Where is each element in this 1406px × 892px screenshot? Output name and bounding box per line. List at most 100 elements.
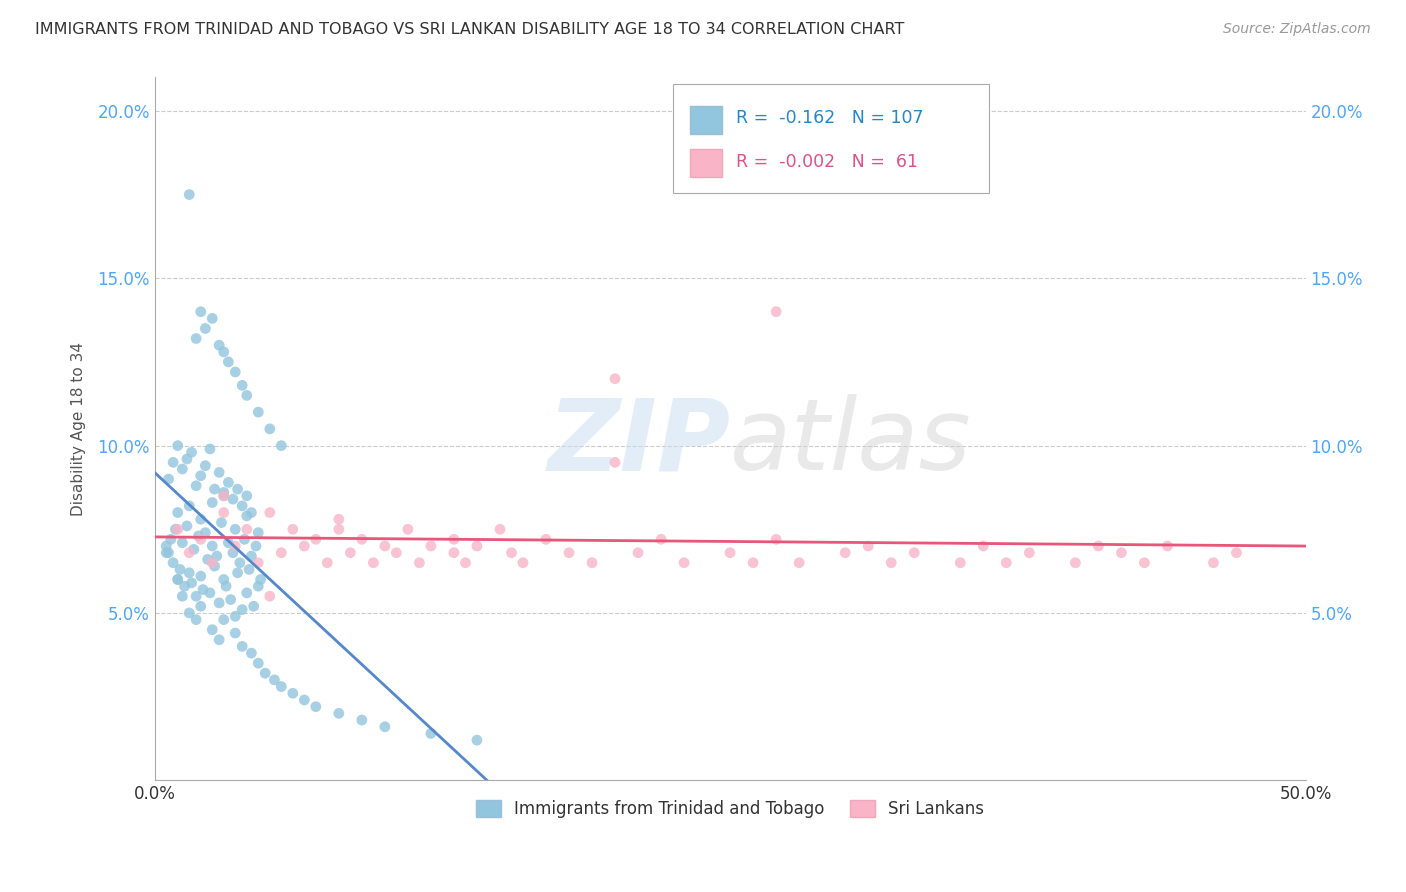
Point — [224, 539, 246, 553]
Point — [292, 539, 315, 553]
Point — [240, 646, 263, 660]
Point — [162, 455, 184, 469]
Point — [1111, 546, 1133, 560]
Point — [1133, 556, 1156, 570]
Point — [166, 506, 188, 520]
Point — [419, 539, 441, 553]
Point — [208, 596, 231, 610]
Point — [186, 331, 208, 345]
Point — [328, 522, 350, 536]
Point — [165, 522, 187, 536]
Point — [603, 455, 626, 469]
Point — [254, 666, 277, 681]
Point — [224, 365, 246, 379]
Point — [204, 482, 226, 496]
Point — [190, 468, 212, 483]
Point — [834, 546, 856, 560]
Point — [972, 539, 994, 553]
Point — [419, 726, 441, 740]
Point — [270, 680, 292, 694]
Point — [247, 579, 270, 593]
Point — [534, 533, 557, 547]
Legend: Immigrants from Trinidad and Tobago, Sri Lankans: Immigrants from Trinidad and Tobago, Sri… — [470, 793, 991, 825]
Point — [222, 546, 245, 560]
Point — [328, 706, 350, 721]
Point — [180, 575, 202, 590]
Point — [995, 556, 1018, 570]
Point — [226, 482, 249, 496]
Point — [194, 525, 217, 540]
Text: R =  -0.162   N = 107: R = -0.162 N = 107 — [735, 109, 924, 127]
Point — [501, 546, 523, 560]
Point — [259, 422, 281, 436]
Point — [208, 632, 231, 647]
Point — [217, 475, 239, 490]
Point — [339, 546, 361, 560]
Point — [176, 519, 198, 533]
Point — [259, 589, 281, 603]
Point — [374, 720, 396, 734]
Point — [231, 640, 253, 654]
Point — [224, 626, 246, 640]
Point — [1064, 556, 1087, 570]
Point — [363, 556, 385, 570]
Point — [155, 539, 177, 553]
Point — [603, 372, 626, 386]
Point — [742, 556, 765, 570]
Point — [263, 673, 285, 687]
Point — [222, 492, 245, 507]
Point — [229, 556, 252, 570]
Point — [205, 549, 228, 563]
Point — [242, 599, 264, 614]
Point — [627, 546, 650, 560]
Point — [194, 321, 217, 335]
Text: ZIP: ZIP — [547, 394, 730, 491]
Point — [201, 539, 224, 553]
Point — [350, 713, 373, 727]
Point — [1087, 539, 1109, 553]
Point — [179, 187, 201, 202]
Point — [281, 522, 304, 536]
Point — [194, 458, 217, 473]
Point — [236, 586, 259, 600]
Point — [186, 479, 208, 493]
Point — [186, 613, 208, 627]
Point — [765, 304, 787, 318]
Point — [787, 556, 810, 570]
Point — [180, 445, 202, 459]
Point — [201, 623, 224, 637]
Point — [236, 388, 259, 402]
Point — [190, 512, 212, 526]
Point — [208, 466, 231, 480]
Point — [316, 556, 339, 570]
Point — [212, 613, 235, 627]
Point — [169, 562, 191, 576]
Point — [281, 686, 304, 700]
Point — [858, 539, 880, 553]
Point — [198, 586, 221, 600]
Point — [212, 344, 235, 359]
FancyBboxPatch shape — [690, 149, 723, 178]
Point — [292, 693, 315, 707]
Point — [204, 559, 226, 574]
Point — [443, 533, 465, 547]
FancyBboxPatch shape — [672, 85, 988, 194]
Point — [201, 556, 224, 570]
Point — [328, 512, 350, 526]
Point — [212, 485, 235, 500]
Point — [718, 546, 741, 560]
Point — [673, 556, 696, 570]
Point — [166, 522, 188, 536]
Point — [226, 566, 249, 580]
Point — [155, 546, 177, 560]
Point — [166, 573, 188, 587]
Point — [212, 489, 235, 503]
Point — [231, 602, 253, 616]
Point — [465, 539, 488, 553]
Point — [396, 522, 419, 536]
Point — [208, 338, 231, 352]
Point — [247, 656, 270, 670]
Point — [173, 579, 195, 593]
Point — [215, 579, 238, 593]
Point — [212, 573, 235, 587]
